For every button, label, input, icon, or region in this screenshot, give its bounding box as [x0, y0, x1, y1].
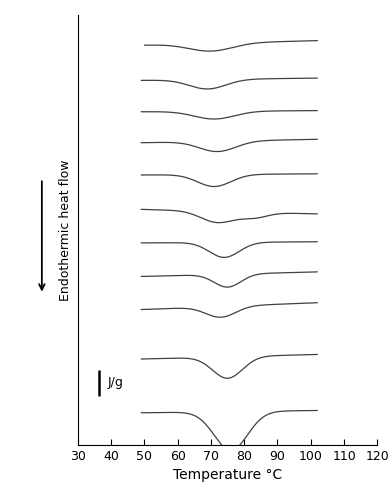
Y-axis label: Endothermic heat flow: Endothermic heat flow — [59, 159, 72, 300]
Text: J/g: J/g — [108, 376, 124, 389]
X-axis label: Temperature °C: Temperature °C — [173, 468, 282, 482]
